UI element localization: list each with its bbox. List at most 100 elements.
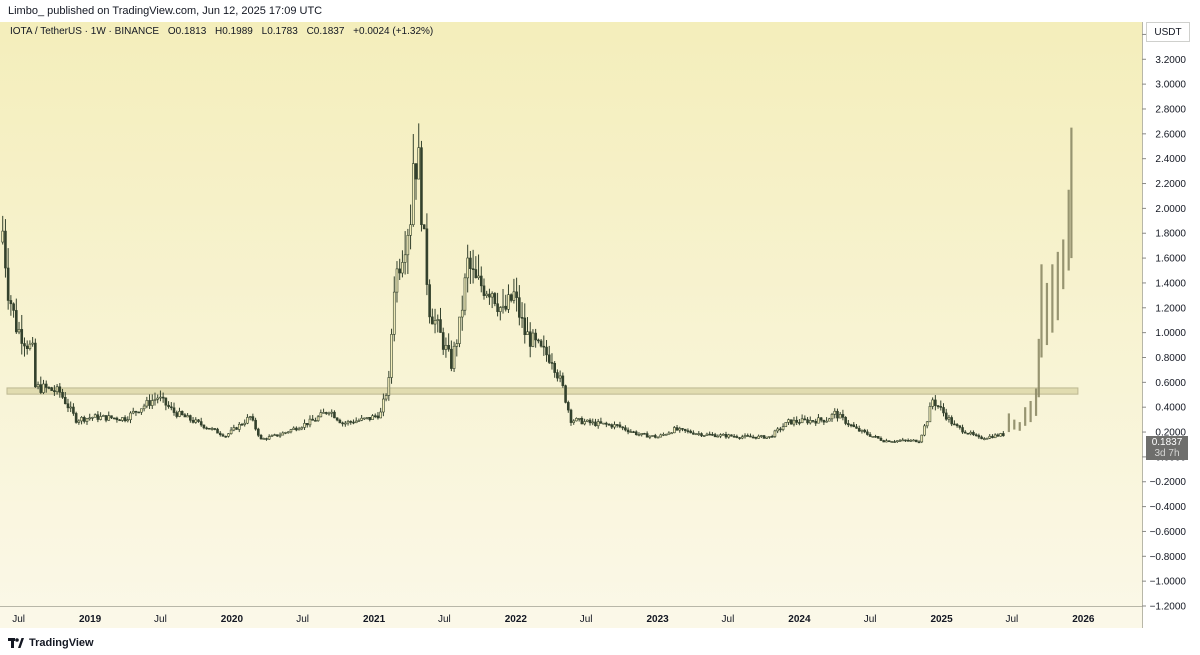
candle[interactable]	[199, 417, 203, 427]
candle[interactable]	[504, 294, 508, 312]
candle[interactable]	[61, 388, 64, 399]
candle[interactable]	[648, 435, 652, 440]
candle[interactable]	[991, 434, 994, 439]
candle[interactable]	[773, 429, 777, 438]
candle[interactable]	[732, 434, 736, 438]
candle[interactable]	[719, 433, 722, 439]
candle[interactable]	[284, 431, 287, 435]
candle[interactable]	[509, 293, 513, 303]
candle[interactable]	[488, 288, 491, 305]
candle[interactable]	[963, 430, 967, 434]
candle[interactable]	[580, 416, 584, 425]
candle[interactable]	[700, 432, 703, 438]
candle[interactable]	[675, 424, 679, 431]
candle[interactable]	[501, 288, 505, 314]
candle[interactable]	[765, 436, 769, 440]
candle[interactable]	[47, 386, 51, 390]
candle[interactable]	[240, 422, 244, 426]
candle[interactable]	[613, 421, 616, 430]
candle[interactable]	[295, 426, 298, 432]
candle[interactable]	[545, 340, 548, 362]
candle[interactable]	[485, 290, 489, 299]
candle[interactable]	[384, 393, 388, 402]
candle[interactable]	[876, 436, 880, 439]
projection-bar[interactable]	[1029, 400, 1032, 423]
candle[interactable]	[591, 418, 595, 426]
candle[interactable]	[689, 429, 692, 434]
candle[interactable]	[833, 408, 837, 419]
candle[interactable]	[254, 417, 257, 431]
candle[interactable]	[936, 405, 940, 409]
candle[interactable]	[224, 435, 227, 438]
candle[interactable]	[966, 432, 970, 435]
candle[interactable]	[558, 370, 562, 383]
candle[interactable]	[469, 250, 472, 284]
candle[interactable]	[586, 419, 589, 423]
candle[interactable]	[99, 412, 102, 421]
candle[interactable]	[102, 414, 105, 417]
candle[interactable]	[493, 292, 497, 307]
candle[interactable]	[433, 308, 437, 334]
candle[interactable]	[82, 415, 86, 424]
candle[interactable]	[659, 433, 663, 438]
candle[interactable]	[645, 431, 649, 438]
candle[interactable]	[354, 417, 358, 424]
candle[interactable]	[74, 411, 78, 424]
candle[interactable]	[746, 433, 750, 437]
candle[interactable]	[972, 430, 975, 436]
projection-bar[interactable]	[1051, 264, 1054, 333]
candle[interactable]	[44, 380, 48, 393]
candle[interactable]	[357, 418, 361, 422]
candle[interactable]	[751, 434, 755, 439]
candle[interactable]	[441, 327, 445, 355]
candle[interactable]	[420, 140, 423, 232]
candle[interactable]	[107, 411, 111, 421]
candle[interactable]	[327, 411, 331, 416]
candle[interactable]	[392, 276, 396, 342]
candle[interactable]	[662, 432, 665, 437]
candle[interactable]	[596, 418, 600, 429]
candle[interactable]	[115, 416, 119, 423]
candle[interactable]	[66, 398, 70, 413]
candle[interactable]	[819, 417, 823, 423]
support-zone[interactable]	[6, 387, 1079, 395]
candle[interactable]	[692, 430, 695, 435]
candle[interactable]	[148, 394, 151, 409]
candle[interactable]	[985, 437, 989, 440]
candle[interactable]	[727, 433, 731, 439]
candle[interactable]	[925, 421, 929, 429]
candle[interactable]	[387, 370, 391, 401]
candle[interactable]	[838, 412, 842, 419]
candle[interactable]	[53, 385, 56, 396]
candle[interactable]	[363, 417, 366, 420]
candle[interactable]	[789, 419, 793, 425]
candle[interactable]	[917, 440, 921, 444]
candle[interactable]	[6, 248, 10, 310]
candle[interactable]	[863, 428, 866, 434]
candle[interactable]	[607, 423, 611, 426]
candle[interactable]	[634, 430, 638, 436]
candle[interactable]	[798, 419, 801, 426]
candle[interactable]	[906, 438, 910, 442]
candle[interactable]	[156, 394, 160, 404]
candle[interactable]	[93, 413, 97, 418]
projection-bar[interactable]	[1034, 388, 1038, 416]
currency-button[interactable]: USDT	[1146, 22, 1190, 42]
candle[interactable]	[145, 396, 149, 409]
candle[interactable]	[303, 419, 306, 431]
candle[interactable]	[428, 279, 431, 324]
candle[interactable]	[724, 431, 728, 439]
candle[interactable]	[999, 432, 1002, 437]
candle[interactable]	[191, 417, 195, 424]
candle[interactable]	[286, 431, 290, 434]
candle[interactable]	[958, 425, 962, 430]
candle[interactable]	[955, 423, 959, 428]
candle[interactable]	[36, 381, 40, 390]
candle[interactable]	[425, 213, 429, 296]
candle[interactable]	[17, 321, 21, 335]
candle[interactable]	[814, 418, 818, 426]
candle[interactable]	[349, 420, 353, 425]
candle[interactable]	[572, 419, 576, 425]
candle[interactable]	[496, 292, 499, 317]
candle[interactable]	[735, 434, 739, 439]
